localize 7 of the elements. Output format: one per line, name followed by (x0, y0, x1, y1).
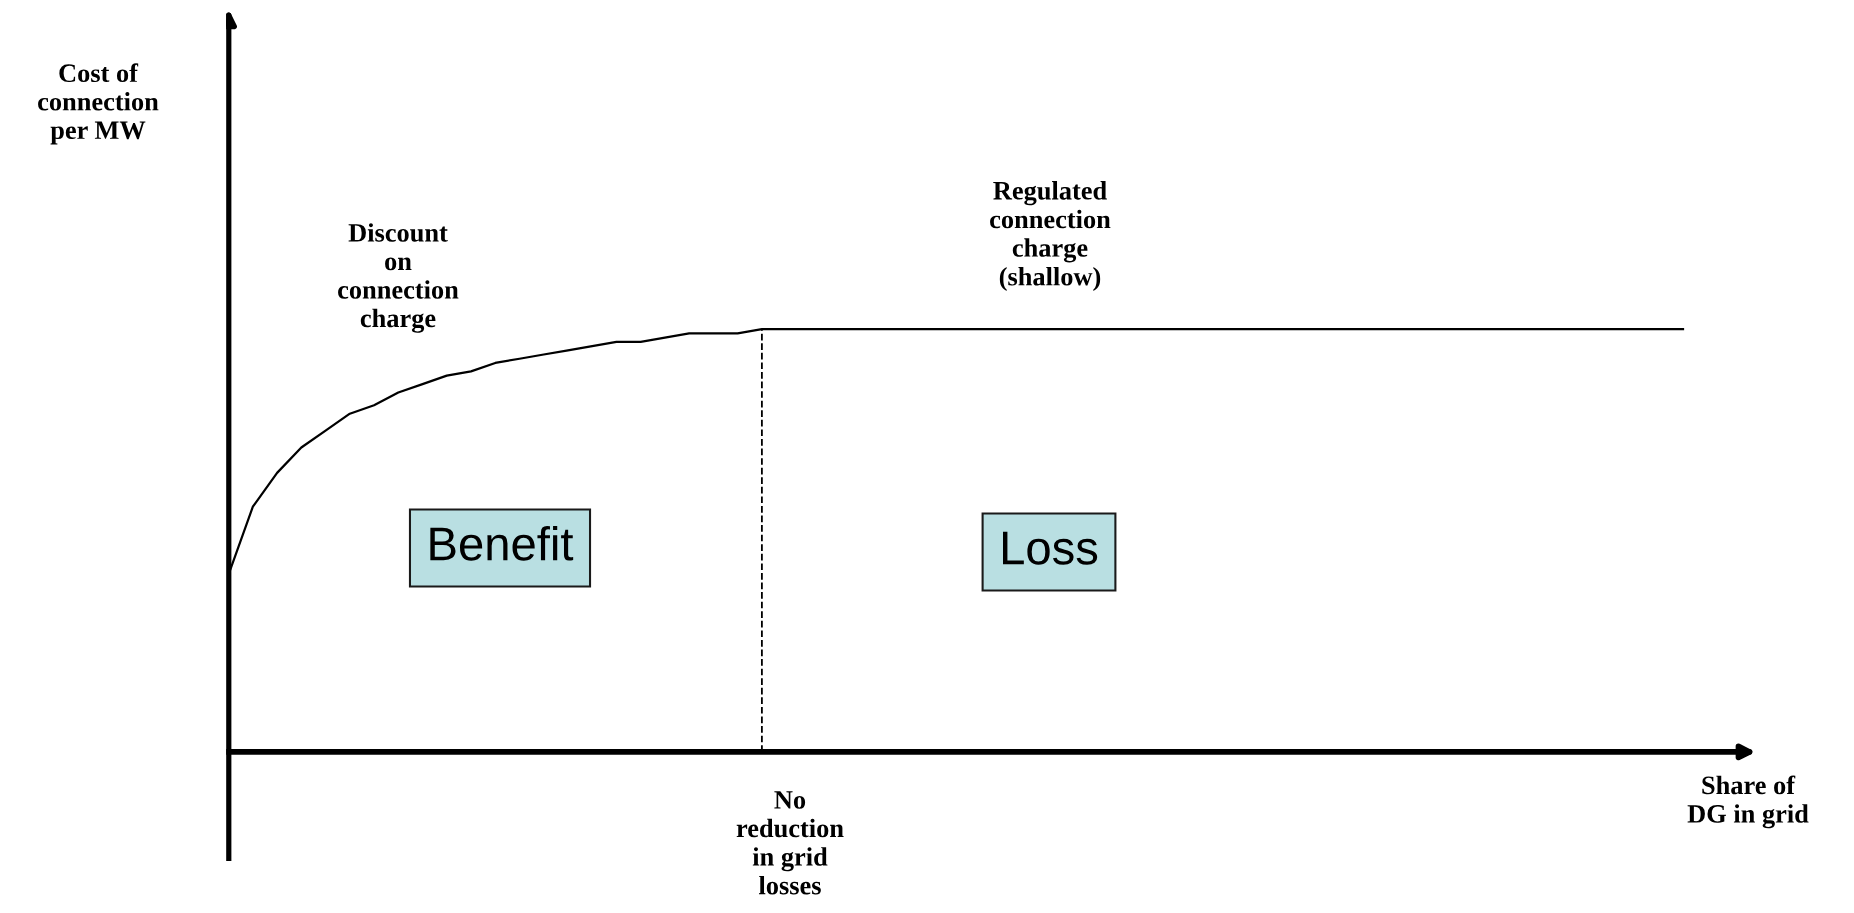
annotation: Loss (1003, 531, 1098, 565)
text: Cost of connection per MW (38, 63, 159, 145)
text: No reduction in grid losses (736, 791, 844, 895)
annotation: Discount on connection charge (338, 223, 459, 333)
x-axis-title: Share of DG in grid (1687, 775, 1809, 829)
annotation: Benefit (430, 525, 574, 561)
text: Regulated connection charge (shallow) (990, 181, 1111, 291)
